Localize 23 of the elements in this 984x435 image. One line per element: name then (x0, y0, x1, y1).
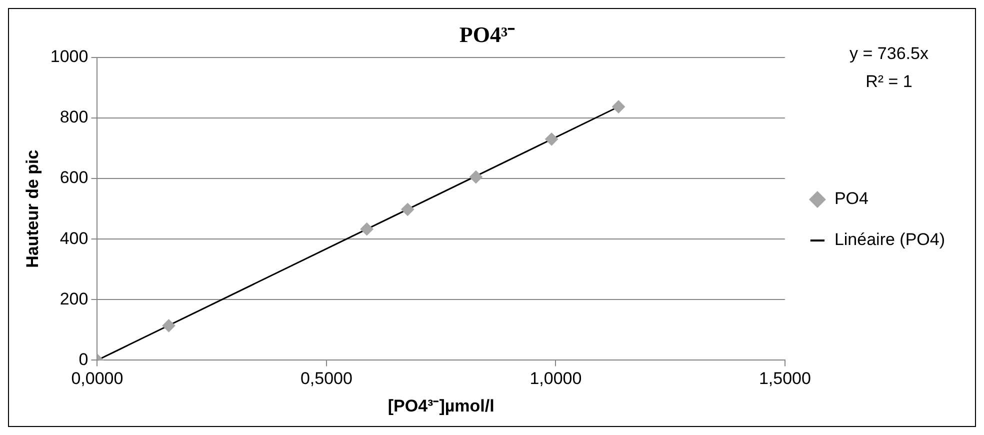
y-tick-label: 200 (60, 289, 88, 308)
x-tick-label: 1,0000 (530, 369, 582, 388)
x-tick-label: 1,5000 (758, 369, 811, 388)
point (401, 202, 414, 216)
x-tick-label: 0,5000 (300, 369, 352, 388)
chart-title: PO4³⁻ (459, 22, 516, 47)
y-tick-label: 1000 (50, 47, 88, 66)
point (162, 319, 176, 332)
legend-label: PO4 (834, 189, 868, 208)
y-tick-label: 800 (60, 108, 88, 127)
legend-label: Linéaire (PO4) (834, 230, 946, 250)
y-tick-label: 400 (60, 228, 88, 248)
point (360, 222, 374, 236)
y-tick-label: 600 (60, 168, 88, 188)
x-tick-label: 0,0000 (71, 369, 124, 388)
x-axis-title: [PO4³⁻]µmol/l (388, 396, 494, 416)
point (612, 100, 626, 114)
text: R² = 1 (866, 72, 912, 91)
y-axis-title: Hauteur de pic (22, 150, 42, 268)
text: y = 736.5x (850, 44, 929, 63)
y-tick-label: 0 (78, 350, 88, 369)
point (545, 132, 558, 146)
point (469, 170, 482, 184)
